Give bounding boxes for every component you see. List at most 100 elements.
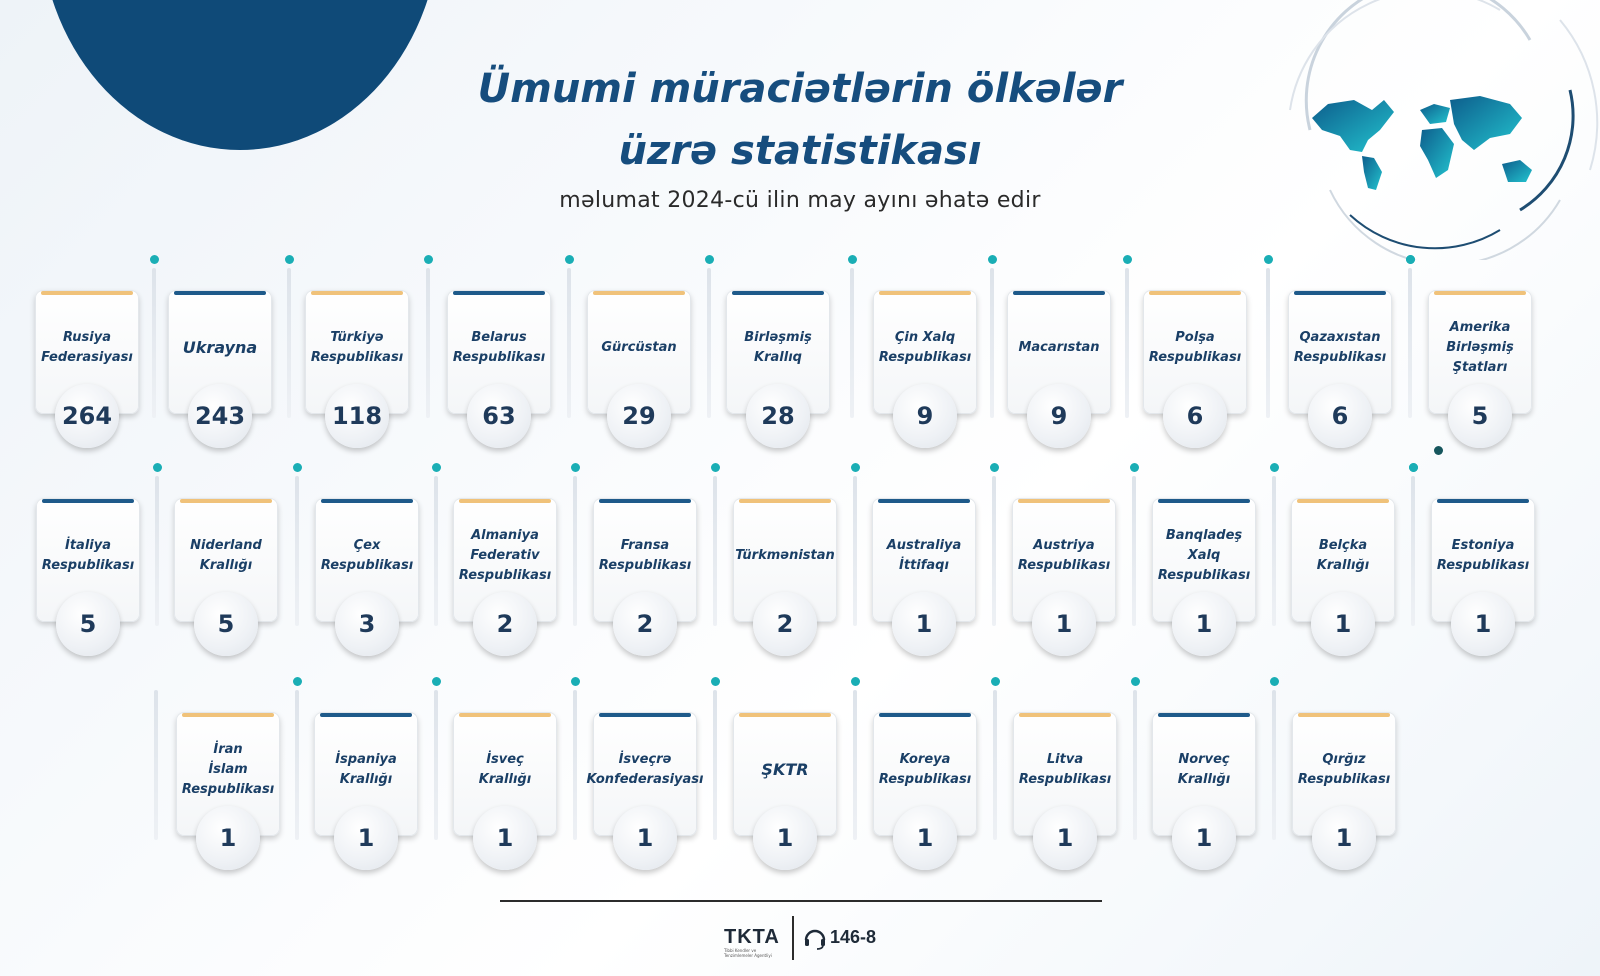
country-name: ŞKTR <box>761 760 809 779</box>
request-count: 5 <box>1448 384 1512 448</box>
separator-dot <box>565 255 574 264</box>
logo-tagline: Tibbi Kendler ve Tenzimlemeler Agentliyi <box>724 948 772 958</box>
separator-dot <box>293 463 302 472</box>
request-count: 9 <box>1027 384 1091 448</box>
country-name: Türkmənistan <box>735 548 835 563</box>
card-separator <box>434 690 438 840</box>
card-separator <box>1272 690 1276 840</box>
country-card: Norveç Krallığı 1 <box>1152 712 1256 872</box>
card-accent <box>321 499 413 503</box>
country-name: İsveçrə Konfederasiyası <box>586 752 704 787</box>
country-name: Gürcüstan <box>601 340 677 355</box>
country-card: Macarıstan 9 <box>1007 290 1111 450</box>
country-name: Estoniya Respublikası <box>1436 538 1530 573</box>
card-separator <box>154 690 158 840</box>
request-count: 63 <box>467 384 531 448</box>
country-card: Birləşmiş Krallıq 28 <box>726 290 830 450</box>
country-card: İspaniya Krallığı 1 <box>314 712 418 872</box>
country-name: Rusiya Federasiyası <box>41 330 133 365</box>
country-card: İsveç Krallığı 1 <box>453 712 557 872</box>
country-card: Amerika Birləşmiş Ştatları 5 <box>1428 290 1532 450</box>
country-card: Ukrayna 243 <box>168 290 272 450</box>
separator-dot <box>285 255 294 264</box>
request-count: 1 <box>892 592 956 656</box>
card-accent <box>311 291 403 295</box>
country-card: Çex Respublikası 3 <box>315 498 419 658</box>
separator-dot <box>851 677 860 686</box>
card-accent <box>739 713 831 717</box>
card-separator <box>573 476 577 626</box>
card-separator <box>1272 476 1276 626</box>
card-separator <box>853 476 857 626</box>
separator-dot <box>150 255 159 264</box>
separator-dot <box>1123 255 1132 264</box>
request-count: 2 <box>473 592 537 656</box>
card-accent <box>174 291 266 295</box>
separator-dot <box>432 677 441 686</box>
card-separator <box>1411 476 1415 626</box>
request-count: 1 <box>1451 592 1515 656</box>
card-accent <box>879 713 971 717</box>
request-count: 1 <box>1312 806 1376 870</box>
card-accent <box>182 713 274 717</box>
card-separator <box>713 476 717 626</box>
country-name: Niderland Krallığı <box>190 538 262 573</box>
request-count: 2 <box>753 592 817 656</box>
request-count: 3 <box>335 592 399 656</box>
country-card: Australiya İttifaqı 1 <box>872 498 976 658</box>
request-count: 1 <box>473 806 537 870</box>
country-name: Polşa Respublikası <box>1148 330 1242 365</box>
request-count: 1 <box>613 806 677 870</box>
country-name: Türkiyə Respublikası <box>310 330 404 365</box>
separator-dot <box>571 463 580 472</box>
page-title: Ümumi müraciətlərin ölkələr üzrə statist… <box>300 58 1300 182</box>
request-count: 264 <box>55 384 119 448</box>
card-separator <box>992 476 996 626</box>
separator-dot <box>424 255 433 264</box>
card-accent <box>180 499 272 503</box>
card-separator <box>1133 690 1137 840</box>
card-separator <box>713 690 717 840</box>
card-accent <box>739 499 831 503</box>
card-accent <box>1018 499 1110 503</box>
separator-dot <box>1130 463 1139 472</box>
country-name: Fransa Respublikası <box>598 538 692 573</box>
card-accent <box>878 499 970 503</box>
card-accent <box>320 713 412 717</box>
request-count: 1 <box>196 806 260 870</box>
country-card: Qazaxıstan Respublikası 6 <box>1288 290 1392 450</box>
card-separator <box>295 690 299 840</box>
country-name: Koreya Respublikası <box>878 752 972 787</box>
card-separator <box>1266 268 1270 418</box>
country-card: Koreya Respublikası 1 <box>873 712 977 872</box>
hotline-number: 146-8 <box>830 927 877 947</box>
separator-dot <box>711 677 720 686</box>
card-accent <box>453 291 545 295</box>
separator-dot <box>1270 463 1279 472</box>
request-count: 2 <box>613 592 677 656</box>
country-name: İspaniya Krallığı <box>335 752 397 787</box>
country-card: Fransa Respublikası 2 <box>593 498 697 658</box>
separator-dot <box>1270 677 1279 686</box>
headset-icon <box>804 929 826 950</box>
country-card: Qırğız Respublikası 1 <box>1292 712 1396 872</box>
card-accent <box>599 713 691 717</box>
request-count: 1 <box>753 806 817 870</box>
country-name: Qazaxıstan Respublikası <box>1293 330 1387 365</box>
country-card: Belçka Krallığı 1 <box>1291 498 1395 658</box>
country-name: Macarıstan <box>1018 340 1100 355</box>
card-separator <box>287 268 291 418</box>
card-accent <box>42 499 134 503</box>
country-name: Banqladeş Xalq Respublikası <box>1157 528 1251 583</box>
country-name: İran İslam Respublikası <box>181 742 275 797</box>
separator-dot <box>1434 446 1443 455</box>
card-accent <box>1158 499 1250 503</box>
country-name: Amerika Birləşmiş Ştatları <box>1446 320 1514 375</box>
country-card: Almaniya Federativ Respublikası 2 <box>453 498 557 658</box>
card-separator <box>853 690 857 840</box>
world-map-icon <box>1289 0 1599 260</box>
country-card: Niderland Krallığı 5 <box>174 498 278 658</box>
country-card: İtaliya Respublikası 5 <box>36 498 140 658</box>
card-separator <box>573 690 577 840</box>
request-count: 29 <box>607 384 671 448</box>
